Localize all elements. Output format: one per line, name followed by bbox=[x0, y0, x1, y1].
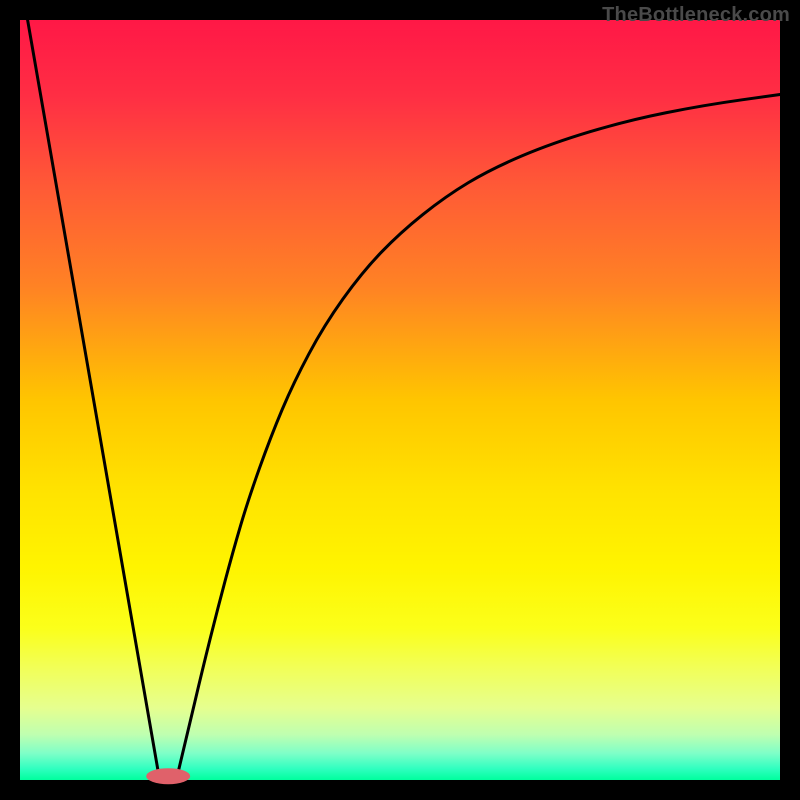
chart-svg bbox=[0, 0, 800, 800]
watermark-label: TheBottleneck.com bbox=[602, 4, 790, 27]
bottleneck-marker bbox=[146, 768, 190, 784]
chart-container: TheBottleneck.com bbox=[0, 0, 800, 800]
plot-area bbox=[20, 20, 780, 780]
